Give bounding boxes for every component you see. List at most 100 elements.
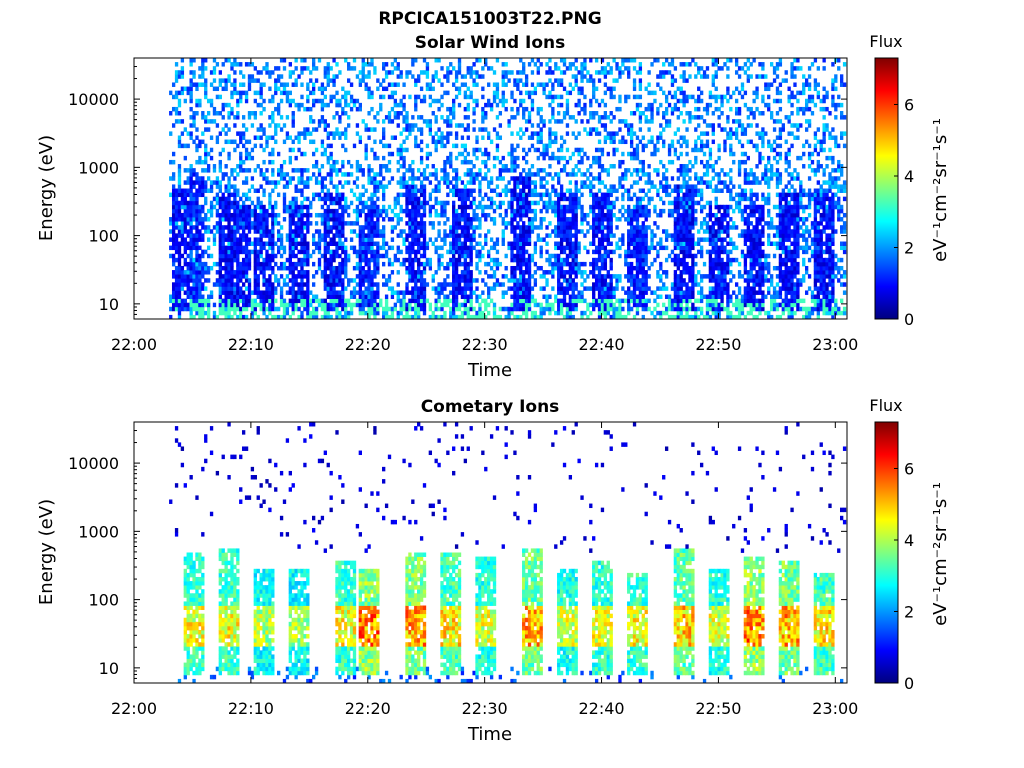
heatmap-cell: [548, 233, 552, 238]
heatmap-cell: [262, 282, 266, 287]
heatmap-cell: [501, 241, 505, 246]
heatmap-cell: [300, 66, 304, 71]
heatmap-cell: [466, 106, 470, 112]
heatmap-cell: [364, 143, 368, 149]
heatmap-cell: [355, 290, 360, 295]
heatmap-cell: [594, 111, 599, 116]
heatmap-cell: [221, 274, 225, 279]
heatmap-cell: [195, 302, 199, 308]
heatmap-cell: [489, 245, 494, 251]
heatmap-cell: [527, 192, 532, 198]
heatmap-cell: [501, 217, 505, 222]
heatmap-cell: [498, 306, 503, 312]
heatmap-cell: [501, 155, 505, 161]
heatmap-cell: [303, 151, 307, 157]
heatmap-cell: [469, 159, 473, 165]
heatmap-cell: [221, 176, 225, 181]
heatmap-cell: [414, 58, 418, 63]
heatmap-cell: [259, 111, 263, 116]
heatmap-cell: [516, 290, 520, 295]
heatmap-cell: [580, 290, 584, 295]
heatmap-cell: [592, 111, 596, 116]
heatmap-cell: [597, 131, 602, 136]
heatmap-cell: [597, 310, 602, 316]
heatmap-cell: [247, 62, 252, 67]
heatmap-cell: [437, 106, 441, 112]
heatmap-cell: [285, 172, 290, 177]
heatmap-cell: [452, 192, 456, 198]
heatmap-cell: [347, 204, 351, 210]
heatmap-cell: [177, 241, 182, 246]
heatmap-cell: [177, 139, 182, 145]
heatmap-cell: [618, 164, 622, 169]
heatmap-cell: [192, 225, 196, 230]
heatmap-cell: [218, 217, 222, 222]
heatmap-cell: [554, 192, 558, 198]
heatmap-cell: [233, 200, 237, 206]
heatmap-cell: [390, 62, 395, 67]
heatmap-cell: [481, 106, 485, 112]
heatmap-cell: [253, 204, 257, 210]
heatmap-cell: [224, 86, 228, 92]
heatmap-cell: [522, 208, 526, 214]
heatmap-cell: [376, 261, 380, 267]
heatmap-cell: [236, 257, 240, 263]
heatmap-cell: [370, 249, 374, 255]
heatmap-cell: [367, 245, 371, 251]
heatmap-cell: [574, 184, 578, 189]
heatmap-cell: [218, 229, 222, 234]
heatmap-cell: [376, 282, 380, 287]
heatmap-cell: [504, 192, 508, 198]
heatmap-cell: [201, 314, 205, 320]
heatmap-cell: [300, 270, 304, 275]
heatmap-cell: [536, 139, 540, 145]
heatmap-cell: [335, 192, 339, 198]
heatmap-cell: [288, 90, 292, 96]
heatmap-cell: [627, 270, 631, 275]
heatmap-cell: [341, 172, 345, 177]
heatmap-cell: [227, 310, 231, 316]
heatmap-cell: [522, 184, 526, 189]
heatmap-cell: [414, 257, 418, 263]
heatmap-cell: [247, 229, 252, 234]
heatmap-cell: [504, 164, 508, 169]
heatmap-cell: [183, 274, 187, 279]
heatmap-cell: [501, 176, 505, 181]
heatmap-cell: [522, 221, 526, 226]
heatmap-cell: [183, 278, 187, 283]
heatmap-cell: [320, 237, 325, 242]
heatmap-cell: [510, 196, 514, 202]
heatmap-cell: [559, 237, 564, 242]
heatmap-cell: [256, 261, 260, 267]
heatmap-cell: [469, 90, 473, 96]
heatmap-cell: [303, 257, 307, 263]
heatmap-cell: [352, 143, 357, 149]
heatmap-cell: [204, 168, 208, 173]
heatmap-cell: [559, 184, 564, 189]
heatmap-cell: [536, 265, 540, 271]
heatmap-cell: [317, 86, 322, 92]
heatmap-cell: [478, 147, 482, 153]
heatmap-cell: [475, 204, 479, 210]
heatmap-cell: [373, 274, 377, 279]
heatmap-cell: [592, 302, 596, 308]
heatmap-cell: [288, 62, 292, 67]
heatmap-cell: [530, 225, 535, 230]
heatmap-cell: [428, 172, 433, 177]
heatmap-cell: [484, 176, 488, 181]
heatmap-cell: [177, 261, 182, 267]
heatmap-cell: [452, 115, 456, 120]
heatmap-cell: [545, 180, 549, 185]
heatmap-cell: [577, 168, 581, 173]
heatmap-cell: [288, 302, 292, 308]
heatmap-cell: [253, 278, 257, 283]
heatmap-cell: [300, 265, 304, 271]
heatmap-cell: [209, 188, 214, 193]
heatmap-cell: [463, 261, 468, 267]
heatmap-cell: [288, 253, 292, 259]
heatmap-cell: [195, 229, 199, 234]
heatmap-cell: [414, 306, 418, 312]
heatmap-cell: [487, 253, 491, 259]
heatmap-cell: [390, 119, 395, 124]
heatmap-cell: [215, 229, 220, 234]
